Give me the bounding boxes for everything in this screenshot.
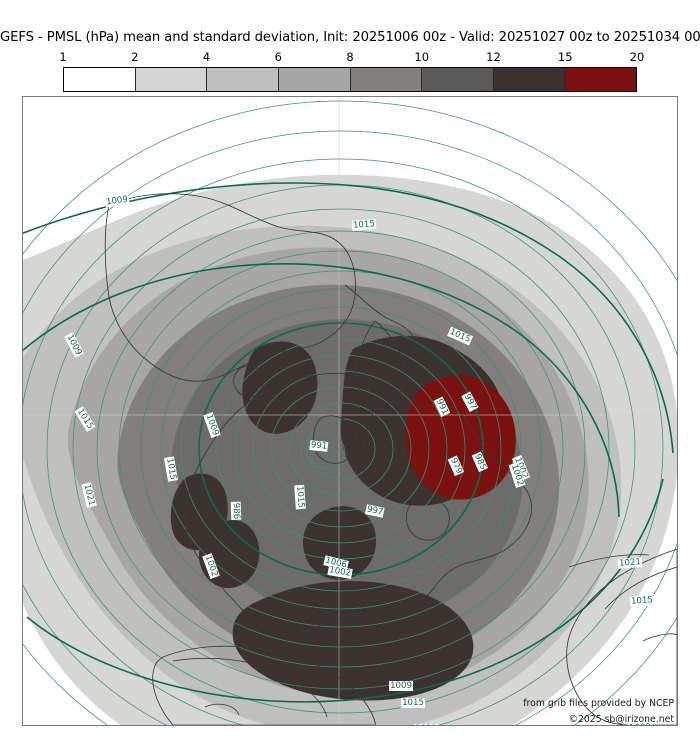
colorbar-swatch-12-15	[493, 68, 566, 91]
coastline-australia	[104, 193, 356, 382]
graticule	[23, 97, 677, 725]
colorbar-tick-4: 4	[202, 50, 211, 64]
isobars-emphasized	[23, 182, 674, 703]
contour-label-1015: 1015	[294, 484, 306, 510]
contour-label-991: 991	[309, 440, 329, 452]
colorbar-tick-15: 15	[557, 50, 573, 64]
page-title: GEFS - PMSL (hPa) mean and standard devi…	[0, 30, 700, 45]
colorbar-tick-2: 2	[131, 50, 139, 64]
contour-label-1021: 1021	[414, 724, 438, 725]
coastline-antarctica	[184, 372, 532, 635]
copyright-credit: ©2025 sb@irizone.net	[568, 714, 674, 725]
colorbar-swatch-4-6	[207, 68, 279, 91]
isobars	[23, 100, 677, 725]
band-12-15-s	[232, 581, 474, 701]
coastline-tasmania	[233, 365, 264, 398]
colorbar-tick-12: 12	[486, 50, 501, 64]
coastlines	[104, 193, 677, 725]
colorbar-tick-8: 8	[346, 50, 354, 64]
colorbar-tick-20: 20	[629, 50, 645, 64]
contour-label-1015: 1015	[629, 595, 655, 607]
contour-label-1021: 1021	[617, 557, 643, 569]
colorbar-swatches	[63, 67, 637, 92]
map-plot-area[interactable]: 1009 1015 1009 1015 1015 1009 1015 1002 1021 991 9…	[22, 96, 678, 726]
colorbar-swatch-1-2	[64, 68, 136, 91]
coastline-south-america	[152, 645, 376, 725]
contour-label-986: 986	[230, 501, 242, 521]
colorbar-tick-labels: 1 2 4 6 8 10 12 15 20	[59, 50, 644, 67]
coastline-africa	[566, 548, 677, 725]
contour-label-1015: 1015	[351, 219, 377, 231]
colorbar-swatch-15-20	[565, 68, 636, 91]
colorbar-swatch-8-10	[350, 68, 423, 91]
colorbar-swatch-10-12	[422, 68, 494, 91]
colorbar-swatch-2-4	[135, 68, 208, 91]
colorbar-tick-10: 10	[414, 50, 430, 64]
map-canvas	[23, 97, 677, 725]
colorbar-tick-1: 1	[59, 50, 67, 64]
data-source-credit: from grib files provided by NCEP	[523, 698, 674, 709]
colorbar-tick-6: 6	[274, 50, 282, 64]
colorbar: 1 2 4 6 8 10 12 15 20	[59, 50, 644, 94]
band-15-20	[405, 375, 516, 500]
stddev-shading	[23, 97, 677, 725]
coastline-new-zealand	[344, 284, 416, 358]
colorbar-swatch-6-8	[278, 68, 351, 91]
contour-label-1009: 1009	[389, 681, 413, 691]
contour-label-1015: 1015	[401, 698, 425, 708]
